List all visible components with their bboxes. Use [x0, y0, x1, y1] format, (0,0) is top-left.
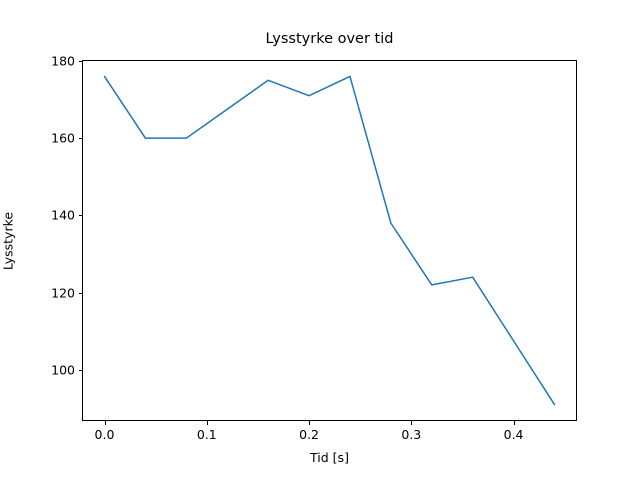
- x-tick-mark: [513, 421, 515, 425]
- x-tick-mark: [309, 421, 311, 425]
- x-axis-label: Tid [s]: [310, 450, 349, 465]
- x-tick-mark: [104, 421, 106, 425]
- y-tick-mark: [78, 60, 82, 62]
- x-tick-label: 0.2: [299, 427, 319, 442]
- x-tick-label: 0.4: [503, 427, 524, 442]
- y-tick-label: 160: [51, 130, 75, 146]
- axes-frame: [82, 60, 577, 421]
- data-series-line: [103, 75, 556, 406]
- x-tick-label: 0.3: [401, 427, 422, 442]
- y-tick-mark: [78, 292, 82, 294]
- x-tick-label: 0.0: [94, 427, 115, 442]
- y-tick-label: 100: [51, 362, 75, 378]
- chart-title: Lysstyrke over tid: [265, 31, 394, 47]
- y-tick-mark: [78, 138, 82, 140]
- y-tick-mark: [78, 215, 82, 217]
- data-line-svg: [103, 75, 556, 406]
- x-tick-mark: [411, 421, 413, 425]
- y-tick-mark: [78, 369, 82, 371]
- y-tick-label: 140: [51, 207, 75, 223]
- y-axis-label-text: Lysstyrke: [0, 211, 16, 270]
- y-tick-label: 180: [51, 53, 75, 69]
- x-tick-label: 0.1: [196, 427, 217, 442]
- y-axis-label: Lysstyrke: [0, 60, 16, 421]
- y-tick-label: 120: [51, 285, 75, 301]
- x-tick-mark: [206, 421, 208, 425]
- plot-area: [82, 60, 577, 421]
